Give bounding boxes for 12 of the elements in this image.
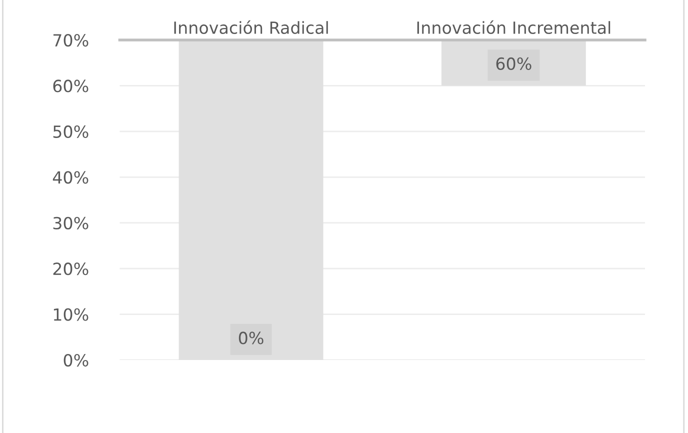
data-label: 0% <box>238 332 264 344</box>
data-label: 60% <box>496 57 532 70</box>
y-tick-label: 70% <box>53 34 88 47</box>
y-tick-label: 60% <box>53 80 88 92</box>
x-tick-label: Innovación Incremental <box>417 20 610 34</box>
y-tick-label: 30% <box>53 216 88 230</box>
y-tick-label: 0% <box>64 354 88 367</box>
x-tick-label: Innovación Radical <box>174 20 328 34</box>
y-tick-label: 50% <box>53 125 88 138</box>
y-tick-label: 10% <box>54 308 88 321</box>
y-tick-label: 20% <box>53 262 88 276</box>
y-tick-label: 40% <box>52 171 88 184</box>
